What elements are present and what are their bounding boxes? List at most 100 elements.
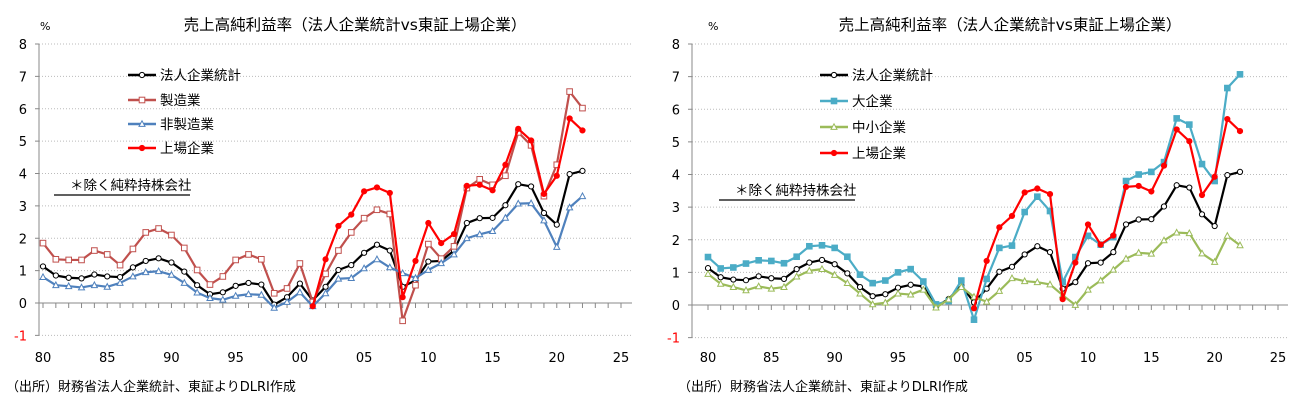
y-tick-label: 5 [672, 136, 680, 151]
data-point [334, 274, 343, 282]
data-point [1122, 177, 1130, 185]
data-point [768, 257, 775, 265]
data-point [579, 167, 586, 175]
data-point [450, 243, 458, 250]
data-point [566, 115, 573, 122]
data-point [793, 253, 800, 261]
data-point [258, 281, 265, 288]
data-point [1021, 251, 1028, 258]
data-point [193, 288, 201, 296]
data-point [1211, 222, 1218, 230]
data-point [742, 286, 750, 294]
data-point [360, 264, 368, 272]
source-note: （出所）財務省法人企業統計、東証よりDLRI作成 [6, 379, 296, 395]
note: ＊除く純粋持株会社 [735, 183, 857, 199]
data-point [1173, 126, 1180, 133]
data-point [906, 290, 915, 298]
chart-title: 売上高純利益率（法人企業統計vs東証上場企業） [184, 16, 527, 34]
data-point [65, 274, 72, 281]
data-point [894, 269, 902, 276]
data-point [1072, 259, 1079, 266]
data-point [245, 279, 252, 287]
data-point [347, 229, 355, 236]
x-tick-label: 05 [356, 351, 373, 366]
data-point [244, 289, 253, 298]
data-point [869, 279, 876, 287]
data-point [155, 225, 162, 232]
x-tick-label: 10 [1080, 351, 1097, 366]
data-point [780, 275, 788, 282]
x-tick-label: 15 [1143, 351, 1160, 366]
y-tick-label: 7 [19, 70, 27, 85]
data-point [907, 265, 914, 273]
data-point [309, 303, 316, 310]
data-point [270, 289, 278, 297]
data-point [856, 271, 864, 278]
data-point [1071, 300, 1080, 308]
x-tick-label: 90 [163, 351, 180, 366]
data-point [425, 219, 432, 227]
data-point [1198, 211, 1206, 218]
legend-item: 中小企業 [820, 119, 906, 136]
data-point [1021, 208, 1028, 216]
data-point [552, 242, 561, 250]
y-tick-label: 0 [672, 299, 680, 314]
data-point [729, 282, 738, 290]
data-point [373, 206, 381, 214]
y-tick-label: 4 [19, 168, 27, 183]
data-point [361, 249, 368, 256]
x-tick-label: 25 [613, 351, 630, 366]
data-point [540, 209, 548, 217]
x-tick-label: 05 [1016, 351, 1033, 366]
data-point [52, 272, 59, 279]
source-note: （出所）財務省法人企業統計、東証よりDLRI作成 [678, 379, 968, 395]
data-point [361, 188, 368, 195]
data-point [399, 294, 406, 301]
data-point [553, 221, 560, 228]
data-point [1084, 260, 1092, 267]
data-point [1224, 172, 1231, 179]
data-point [296, 280, 303, 287]
data-point [868, 300, 877, 308]
data-point [425, 240, 432, 248]
data-point [1148, 188, 1155, 195]
y-tick-label: 2 [19, 232, 27, 247]
data-point [1072, 279, 1079, 286]
data-point [1110, 249, 1117, 256]
data-point [767, 284, 776, 292]
x-tick-label: 85 [763, 351, 780, 366]
data-point [882, 277, 889, 284]
data-point [476, 215, 483, 222]
data-point [566, 171, 573, 178]
data-point [78, 275, 85, 282]
data-point [755, 273, 762, 280]
x-tick-label: 15 [484, 351, 501, 366]
data-point [321, 289, 330, 297]
data-point [168, 231, 175, 239]
y-tick-label: 8 [672, 38, 680, 53]
data-point [818, 256, 826, 264]
chart-title: 売上高純利益率（法人企業統計vs東証上場企業） [839, 16, 1182, 34]
data-point [1033, 277, 1042, 286]
legend-marker [138, 119, 146, 127]
data-point [65, 256, 72, 264]
legend-label: 法人企業統計 [852, 67, 933, 84]
data-point [944, 295, 953, 303]
data-point [64, 281, 73, 290]
data-point [218, 295, 227, 303]
data-point [1160, 162, 1168, 169]
y-tick-label: 3 [19, 200, 27, 215]
y-tick-label: -1 [667, 332, 680, 347]
series-上場企業 [970, 115, 1244, 312]
data-point [103, 282, 112, 290]
x-tick-label: 95 [227, 351, 244, 366]
data-point [920, 278, 927, 285]
data-point [566, 88, 573, 95]
data-point [1224, 84, 1231, 92]
data-point [77, 283, 86, 291]
data-point [425, 258, 432, 265]
series-line [972, 117, 1241, 309]
y-tick-label: 3 [672, 201, 680, 216]
data-point [856, 283, 864, 291]
data-point [578, 191, 587, 200]
